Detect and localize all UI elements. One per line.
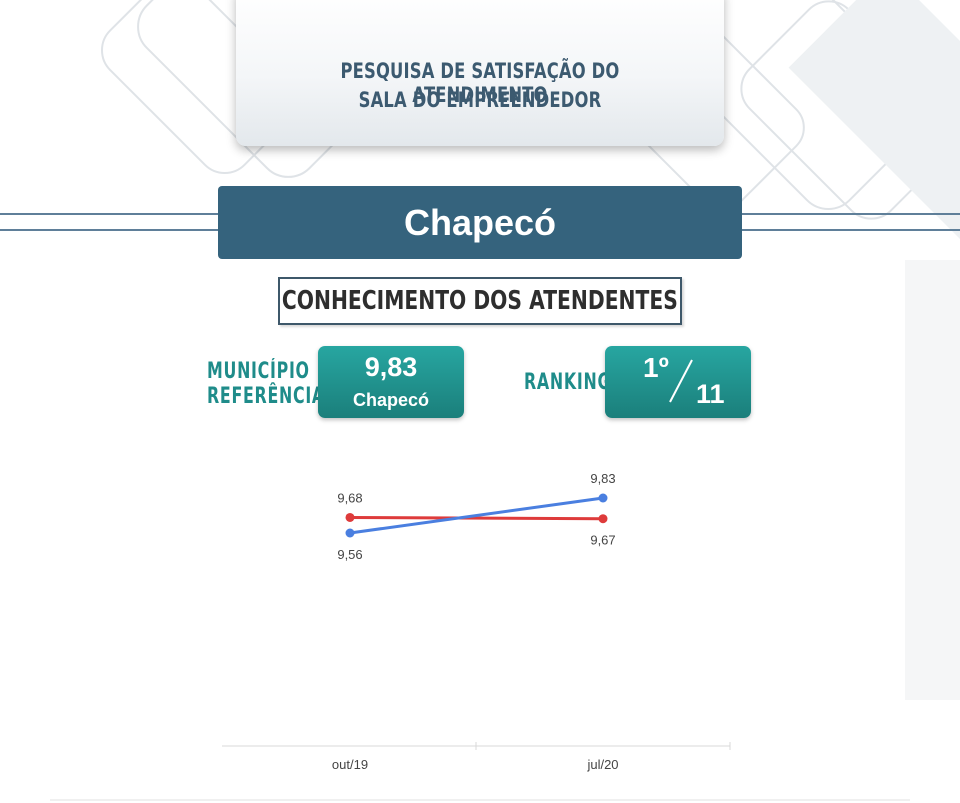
series-0-line — [349, 496, 604, 535]
ranking-total: 11 — [696, 379, 725, 409]
series-1-point-0 — [345, 512, 355, 522]
series-1-point-1 — [598, 514, 608, 524]
x-tick-label-1: jul/20 — [586, 757, 618, 772]
divider-right-lower — [742, 229, 960, 231]
reference-label-line2: REFERÊNCIA — [207, 384, 325, 409]
section-title-box: CONHECIMENTO DOS ATENDENTES — [278, 277, 682, 325]
reference-label-line1: MUNICÍPIO — [207, 359, 310, 384]
series-0-point-0 — [345, 528, 355, 538]
reference-city-name: Chapecó — [352, 390, 430, 410]
series-0-data-label-0: 9,56 — [337, 547, 362, 562]
city-banner: Chapecó — [218, 186, 742, 259]
series-0-data-label-1: 9,83 — [590, 471, 615, 486]
divider-right-upper — [742, 213, 960, 215]
divider-left-lower — [0, 229, 218, 231]
ranking-slash-icon — [669, 359, 693, 403]
survey-title-line1: PESQUISA DE SATISFAÇÃO DO ATENDIMENTO — [340, 59, 620, 107]
series-1-data-label-1: 9,67 — [590, 533, 615, 548]
reference-label: MUNICÍPIO REFERÊNCIA — [207, 359, 325, 409]
reference-score-box: 9,83 Chapecó — [318, 346, 464, 418]
reference-score-value: 9,83 — [364, 352, 418, 382]
ranking-label: RANKING — [524, 370, 612, 395]
ranking-position: 1º — [643, 352, 669, 383]
series-1-data-label-0: 9,68 — [337, 490, 362, 505]
series-1-line — [349, 515, 604, 521]
section-title: CONHECIMENTO DOS ATENDENTES — [282, 286, 678, 316]
divider-left-upper — [0, 213, 218, 215]
x-tick-label-0: out/19 — [332, 757, 368, 772]
series-0-point-1 — [598, 493, 608, 503]
survey-title-line2: SALA DO EMPREENDEDOR — [358, 88, 602, 112]
survey-header-card: PESQUISA DE SATISFAÇÃO DO ATENDIMENTO SA… — [236, 0, 724, 146]
ranking-box: 1º 11 — [605, 346, 751, 418]
